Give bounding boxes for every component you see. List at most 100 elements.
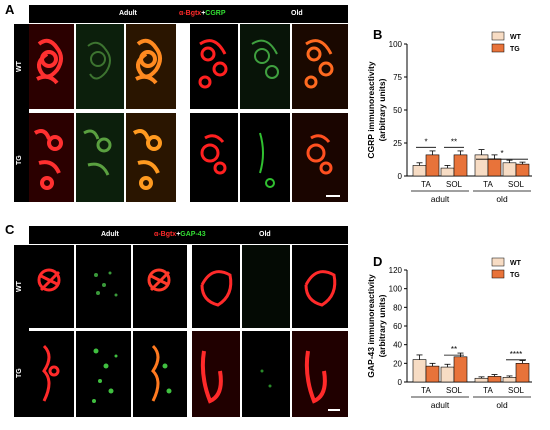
panel-c-old-wt-bgtx: [192, 245, 240, 328]
b-legend-label-0: WT: [510, 34, 522, 41]
panel-a-header-left: Adult: [119, 10, 137, 17]
panel-c-old-wt-merge: [292, 245, 348, 328]
panel-c-row-tg-label: TG: [16, 368, 23, 378]
b-legend-swatch-1: [491, 43, 505, 53]
b-group-label-0: adult: [431, 194, 450, 204]
panel-c-stain-plus: +: [176, 231, 181, 238]
d-legend-swatch-0: [491, 257, 505, 267]
panel-a-stain-green: CGRP: [205, 10, 226, 17]
panel-c-old-tg-bgtx: [192, 331, 240, 417]
panel-a-label: A: [5, 2, 15, 17]
b-ytick-label-4: 100: [389, 40, 403, 49]
panel-c-adult-wt-merge: [133, 245, 187, 328]
d-sig-label-0: **: [451, 345, 457, 354]
panel-a-adult-tg-cgrp: [76, 113, 124, 202]
d-bar-wt-2: [474, 377, 489, 383]
b-ylabel: CGRP immunoreactivity: [366, 61, 376, 158]
b-sig-label-1: **: [451, 137, 457, 146]
panel-c-row-label-band: [14, 245, 29, 417]
panel-a-adult-wt-bgtx: [29, 24, 74, 109]
d-ytick-label-2: 40: [393, 341, 402, 350]
panel-c-adult-tg-merge: [133, 331, 187, 417]
d-cat-2: TA: [483, 386, 493, 395]
d-group-label-1: old: [496, 400, 508, 410]
b-sig-label-0: *: [424, 137, 427, 146]
panel-a-row-wt-label: WT: [16, 61, 23, 72]
panel-a-row-label-band: [14, 24, 29, 202]
b-bar-wt-2: [474, 154, 489, 177]
panel-c-header-left: Adult: [101, 231, 119, 238]
d-bar-tg-3: [515, 363, 530, 383]
panel-c-header-right: Old: [259, 231, 271, 238]
panel-c-old-wt-gap43: [242, 245, 290, 328]
d-bar-tg-0: [425, 365, 440, 383]
panel-a-adult-wt-merge: [126, 24, 176, 109]
b-ytick-label-0: 0: [398, 172, 403, 181]
d-ylabel: GAP-43 immunoreactivity: [366, 274, 376, 378]
panel-c-header-strip: Adult α-Bgtx+GAP-43 Old: [29, 226, 348, 244]
panel-a-adult-tg-merge: [126, 113, 176, 202]
b-bar-tg-1: [453, 154, 468, 177]
panel-a-old-tg-bgtx: [190, 113, 238, 202]
panel-a-adult-wt-cgrp: [76, 24, 124, 109]
b-cat-1: SOL: [446, 180, 463, 189]
b-bar-wt-0: [412, 165, 427, 177]
panel-a-header-stain: α-Bgtx+CGRP: [179, 10, 226, 17]
d-sig-label-1: ****: [510, 350, 522, 359]
b-bar-wt-3: [502, 162, 517, 177]
panel-a-row-tg-label: TG: [16, 155, 23, 165]
panel-a-header-strip: Adult α-Bgtx+CGRP Old: [29, 5, 348, 23]
panel-c-old-tg-merge: [292, 331, 348, 417]
panel-a-old-tg-cgrp: [240, 113, 290, 202]
d-bar-tg-1: [453, 356, 468, 383]
panel-c-adult-tg-bgtx: [29, 331, 74, 417]
panel-c-stain-red: α-Bgtx: [154, 231, 177, 238]
chart-b: CGRP immunoreactivity (arbitrary units) 0 2…: [366, 31, 532, 204]
panel-a-old-wt-cgrp: [240, 24, 290, 109]
d-bar-tg-2: [487, 376, 502, 383]
panel-a-old-wt-bgtx: [190, 24, 238, 109]
b-bar-tg-2: [487, 158, 502, 177]
b-bar-tg-3: [515, 163, 530, 177]
panel-a-old-wt-merge: [292, 24, 348, 109]
panel-a-stain-plus: +: [201, 10, 206, 17]
panel-c-adult-tg-gap43: [76, 331, 131, 417]
d-cat-3: SOL: [508, 386, 525, 395]
d-ytick-label-4: 80: [393, 303, 402, 312]
b-ytick-label-2: 50: [393, 106, 402, 115]
b-group-label-1: old: [496, 194, 508, 204]
panel-a-old-tg-merge: [292, 113, 348, 202]
b-cat-3: SOL: [508, 180, 525, 189]
d-ytick-label-0: 0: [398, 378, 403, 387]
b-legend-label-1: TG: [510, 46, 520, 53]
d-bar-wt-0: [412, 359, 427, 383]
d-ytick-label-5: 100: [389, 285, 403, 294]
d-legend-swatch-1: [491, 269, 505, 279]
d-legend-label-0: WT: [510, 260, 522, 267]
panel-a-header-right: Old: [291, 10, 303, 17]
panel-d-label: D: [373, 254, 383, 269]
d-ytick-label-3: 60: [393, 322, 402, 331]
b-sig-label-2: *: [500, 149, 503, 158]
panel-b-label: B: [373, 27, 383, 42]
panel-c-label: C: [5, 222, 15, 237]
chart-d: GAP-43 immunoreactivity (arbitrary units)…: [366, 257, 532, 410]
b-ytick-label-3: 75: [393, 73, 402, 82]
d-ytick-label-6: 120: [389, 266, 403, 275]
d-cat-1: SOL: [446, 386, 463, 395]
d-ytick-label-1: 20: [393, 359, 402, 368]
b-ytick-label-1: 25: [393, 139, 402, 148]
d-cat-0: TA: [421, 386, 431, 395]
d-bar-wt-3: [502, 377, 517, 383]
d-legend-label-1: TG: [510, 272, 520, 279]
panel-c-adult-wt-bgtx: [29, 245, 74, 328]
d-group-label-0: adult: [431, 400, 450, 410]
panel-c-old-tg-gap43: [242, 331, 290, 417]
b-legend-swatch-0: [491, 31, 505, 41]
b-ylabel2: (arbitrary units): [377, 78, 387, 141]
panel-a-stain-red: α-Bgtx: [179, 10, 202, 17]
d-ylabel2: (arbitrary units): [377, 294, 387, 357]
panel-c-header-stain: α-Bgtx+GAP-43: [154, 231, 206, 238]
b-cat-0: TA: [421, 180, 431, 189]
panel-a-adult-tg-bgtx: [29, 113, 74, 202]
